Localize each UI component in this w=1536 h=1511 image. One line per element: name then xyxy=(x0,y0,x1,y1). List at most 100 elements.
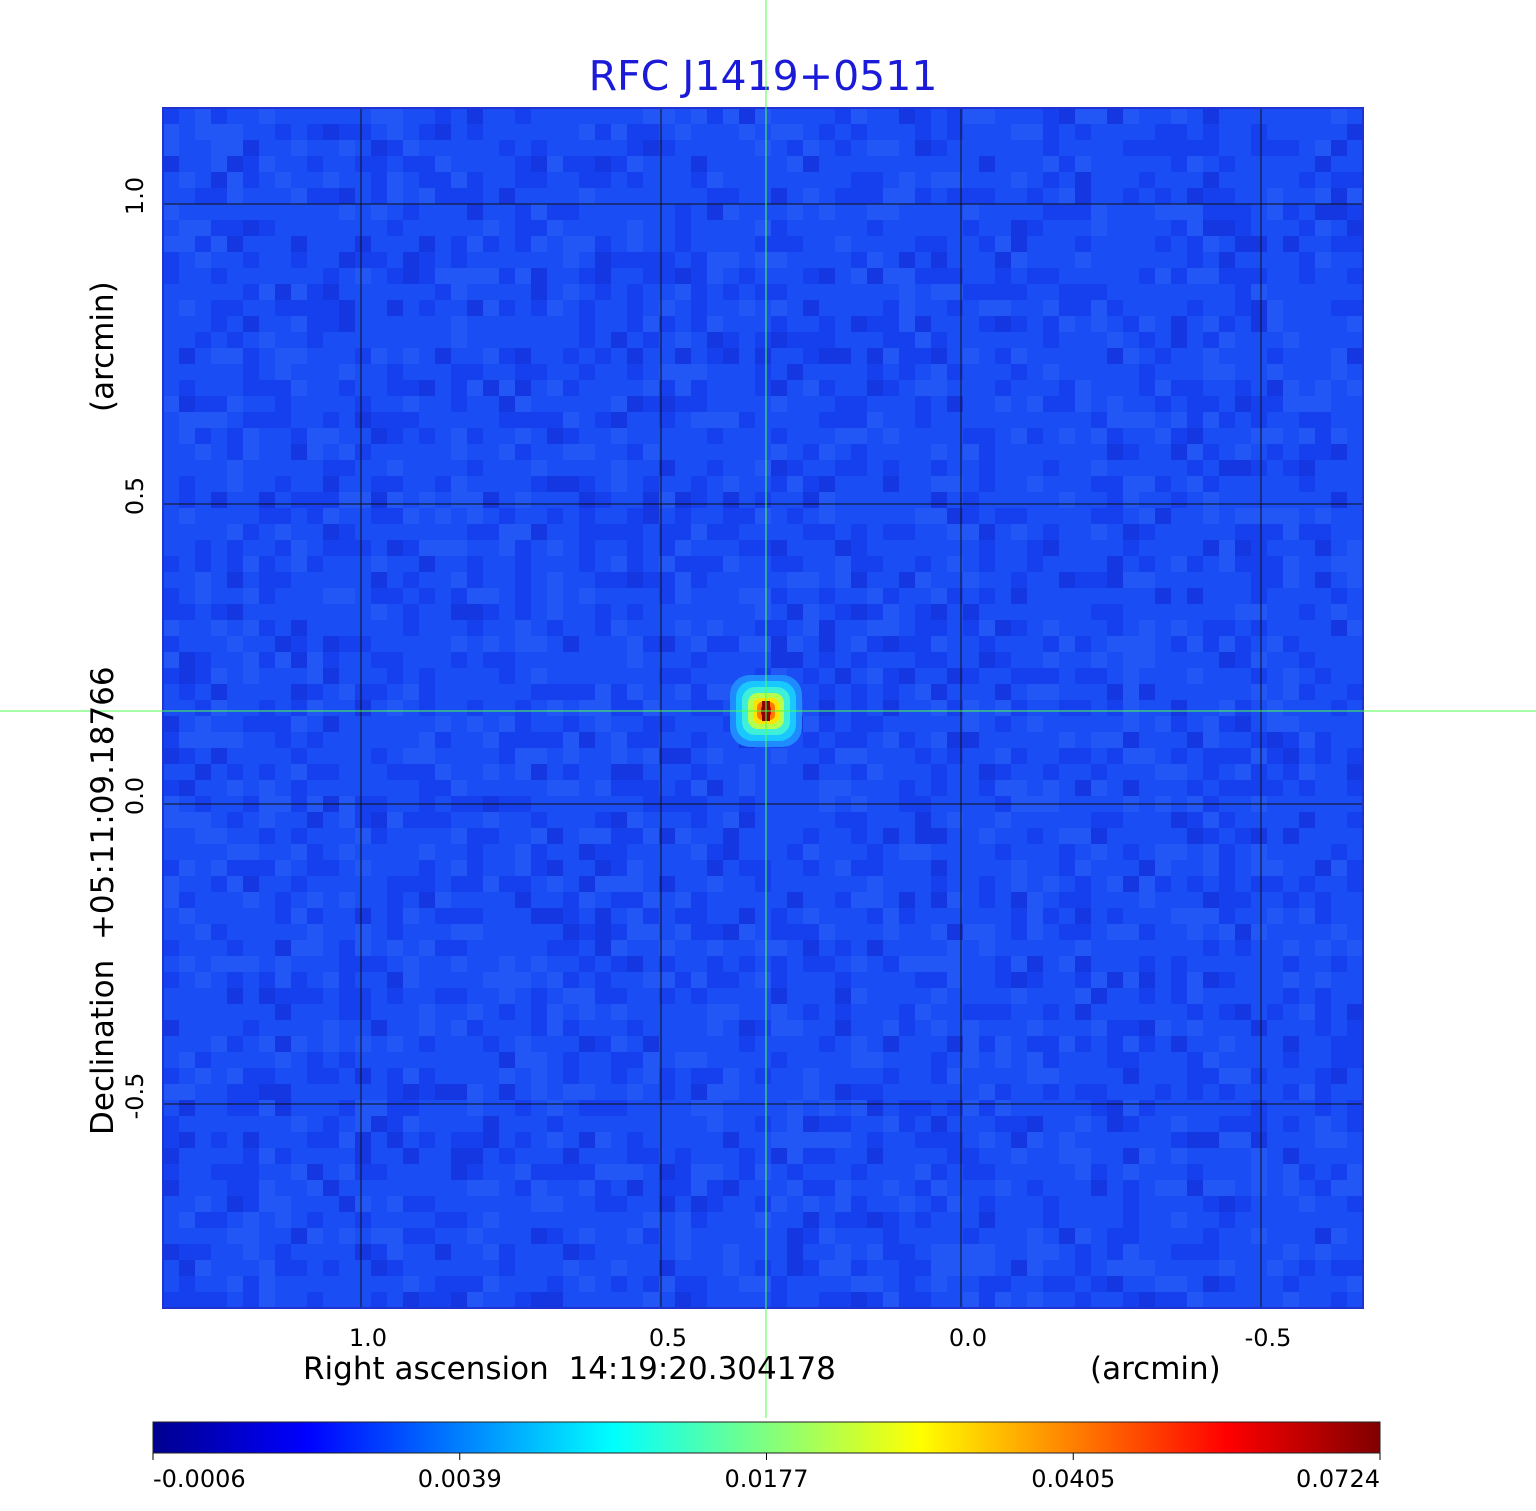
map-pixel xyxy=(355,268,371,284)
map-pixel xyxy=(819,348,835,364)
map-pixel xyxy=(467,124,483,140)
map-pixel xyxy=(947,732,963,748)
map-pixel xyxy=(195,588,211,604)
map-pixel xyxy=(723,1132,739,1148)
map-pixel xyxy=(611,412,627,428)
map-pixel xyxy=(1043,908,1059,924)
map-pixel xyxy=(499,524,515,540)
map-pixel xyxy=(787,1164,803,1180)
map-pixel xyxy=(211,188,227,204)
map-pixel xyxy=(1203,172,1219,188)
map-pixel xyxy=(1187,396,1203,412)
map-pixel xyxy=(419,748,435,764)
map-pixel xyxy=(723,1244,739,1260)
map-pixel xyxy=(803,1068,819,1084)
map-pixel xyxy=(419,252,435,268)
map-pixel xyxy=(579,828,595,844)
map-pixel xyxy=(1299,876,1315,892)
map-pixel xyxy=(787,1180,803,1196)
map-pixel xyxy=(419,1228,435,1244)
map-pixel xyxy=(995,268,1011,284)
map-pixel xyxy=(1235,1068,1251,1084)
map-pixel xyxy=(1059,380,1075,396)
map-pixel xyxy=(1171,1180,1187,1196)
map-pixel xyxy=(323,524,339,540)
map-pixel xyxy=(1043,364,1059,380)
map-pixel xyxy=(403,956,419,972)
map-pixel xyxy=(1075,1004,1091,1020)
map-pixel xyxy=(979,1036,995,1052)
map-pixel xyxy=(931,1180,947,1196)
map-pixel xyxy=(787,844,803,860)
map-pixel xyxy=(691,988,707,1004)
map-pixel xyxy=(355,1148,371,1164)
map-pixel xyxy=(547,540,563,556)
map-pixel xyxy=(755,940,771,956)
colorbar-tick-labels: -0.0006 0.0039 0.0177 0.0405 0.0724 xyxy=(152,1453,1381,1493)
map-pixel xyxy=(531,844,547,860)
map-pixel xyxy=(963,1228,979,1244)
map-pixel xyxy=(1171,1244,1187,1260)
map-pixel xyxy=(371,956,387,972)
map-pixel xyxy=(627,364,643,380)
map-pixel xyxy=(771,396,787,412)
map-pixel xyxy=(931,476,947,492)
map-pixel xyxy=(227,1180,243,1196)
map-pixel xyxy=(643,972,659,988)
map-pixel xyxy=(1123,1196,1139,1212)
map-pixel xyxy=(1139,924,1155,940)
map-pixel xyxy=(851,188,867,204)
map-pixel xyxy=(515,428,531,444)
map-pixel xyxy=(1331,188,1347,204)
map-pixel xyxy=(355,124,371,140)
map-pixel xyxy=(707,940,723,956)
map-pixel xyxy=(691,1084,707,1100)
map-pixel xyxy=(643,780,659,796)
map-pixel xyxy=(675,748,691,764)
map-pixel xyxy=(355,860,371,876)
map-pixel xyxy=(451,860,467,876)
map-pixel xyxy=(291,828,307,844)
map-pixel xyxy=(1027,1116,1043,1132)
map-pixel xyxy=(275,1260,291,1276)
map-pixel xyxy=(1187,876,1203,892)
map-pixel xyxy=(259,284,275,300)
map-pixel xyxy=(627,572,643,588)
map-pixel xyxy=(307,684,323,700)
map-pixel xyxy=(371,748,387,764)
map-pixel xyxy=(307,300,323,316)
map-pixel xyxy=(1075,956,1091,972)
map-pixel xyxy=(643,1036,659,1052)
map-pixel xyxy=(451,924,467,940)
map-pixel xyxy=(211,956,227,972)
map-pixel xyxy=(1075,300,1091,316)
map-pixel xyxy=(579,1100,595,1116)
map-pixel xyxy=(451,572,467,588)
map-pixel xyxy=(1075,188,1091,204)
map-pixel xyxy=(275,284,291,300)
map-pixel xyxy=(1331,1292,1347,1308)
map-pixel xyxy=(1347,860,1363,876)
map-pixel xyxy=(387,812,403,828)
map-pixel xyxy=(899,364,915,380)
map-pixel xyxy=(1251,1020,1267,1036)
map-pixel xyxy=(995,300,1011,316)
map-pixel xyxy=(179,1212,195,1228)
map-pixel xyxy=(243,1228,259,1244)
map-pixel xyxy=(531,284,547,300)
map-pixel xyxy=(387,172,403,188)
map-pixel xyxy=(291,492,307,508)
map-pixel xyxy=(499,396,515,412)
map-pixel xyxy=(1171,1132,1187,1148)
map-pixel xyxy=(1091,764,1107,780)
map-pixel xyxy=(1155,876,1171,892)
map-pixel xyxy=(371,188,387,204)
map-pixel xyxy=(691,316,707,332)
map-pixel xyxy=(1091,108,1107,124)
map-pixel xyxy=(899,284,915,300)
map-pixel xyxy=(243,1164,259,1180)
map-pixel xyxy=(307,156,323,172)
map-pixel xyxy=(963,1052,979,1068)
map-pixel xyxy=(323,764,339,780)
map-pixel xyxy=(771,236,787,252)
